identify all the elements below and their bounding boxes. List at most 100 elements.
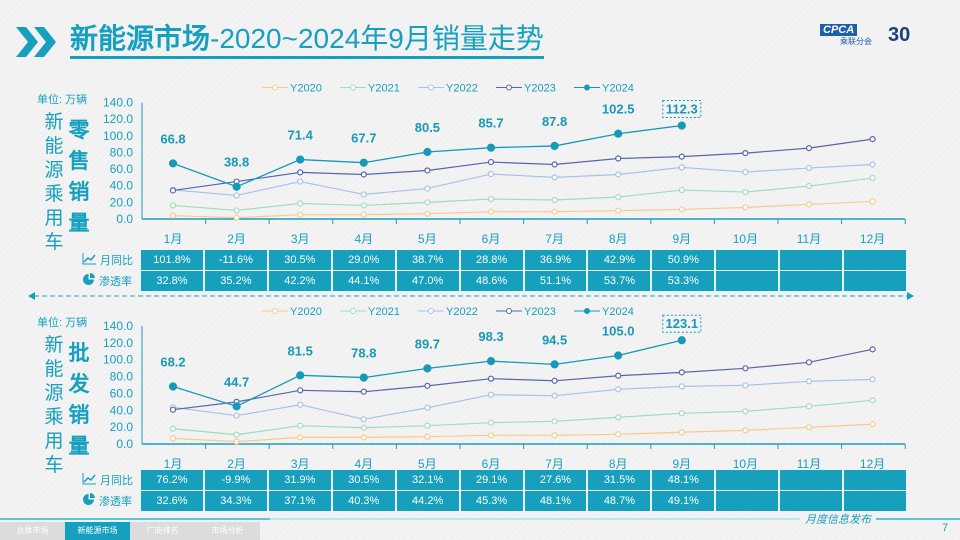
data-point: [233, 412, 240, 419]
tab-overall-market[interactable]: 总体市场: [0, 522, 65, 540]
data-point: [869, 376, 876, 383]
legend-marker: [506, 308, 512, 314]
logo-sub: 乘联分会: [840, 37, 872, 46]
table-cell: 51.1%: [522, 271, 587, 291]
data-label: 78.8: [351, 346, 376, 361]
row-header: 渗透率: [80, 491, 139, 511]
y-tick-label: 100.0: [103, 129, 133, 143]
series-line-Y2023: [172, 348, 873, 411]
data-point: [614, 351, 623, 360]
x-tick-label: 3月: [291, 457, 310, 469]
table-cell: 31.5%: [586, 470, 651, 490]
legend-item: Y2020: [262, 83, 322, 95]
table-cell: 101.8%: [139, 250, 203, 270]
data-point: [615, 386, 622, 393]
data-point: [487, 195, 495, 203]
side-title: 新能源乘用车: [44, 335, 64, 476]
data-point: [169, 425, 177, 432]
data-point: [360, 211, 367, 218]
table-cell: 38.7%: [394, 250, 459, 270]
table-cell: 76.2%: [139, 470, 203, 490]
data-point: [487, 419, 495, 426]
data-point: [360, 388, 367, 395]
data-point: [360, 434, 367, 441]
row-header: 渗透率: [80, 271, 139, 291]
data-point: [169, 187, 177, 194]
tab-nev-market[interactable]: 新能源市场: [65, 522, 130, 540]
data-label: 67.7: [351, 131, 376, 146]
legend-label: Y2021: [368, 306, 400, 318]
legend-item: Y2023: [496, 306, 556, 318]
y-tick-label: 60.0: [110, 386, 134, 400]
legend-item: Y2021: [340, 306, 400, 318]
x-tick-label: 12月: [860, 232, 885, 244]
data-point: [424, 199, 431, 206]
y-tick-label: 40.0: [110, 179, 134, 193]
table-cell: 36.9%: [522, 250, 587, 270]
data-point: [360, 202, 367, 209]
metric-title: 批发销量: [68, 342, 90, 458]
data-point: [233, 192, 240, 199]
data-point: [169, 435, 177, 442]
x-tick-label: 4月: [354, 232, 373, 244]
table-cell: 42.9%: [586, 250, 651, 270]
data-point: [233, 438, 240, 445]
tab-manufacturer-ranking[interactable]: 厂商排名: [130, 522, 195, 540]
stats-table: 月同比 76.2% -9.9% 31.9% 30.5% 32.1% 29.1% 27.6% 31…: [80, 470, 907, 512]
x-tick-label: 10月: [733, 232, 758, 244]
table-row-penetration: 渗透率 32.8% 35.2% 42.2% 44.1% 47.0% 48.6% 51.1% 53…: [80, 271, 907, 291]
data-point: [424, 167, 431, 174]
legend-item: Y2022: [418, 83, 478, 95]
title-rest: -2020~2024年9月销量走势: [210, 23, 544, 54]
data-point: [359, 158, 368, 167]
data-point: [360, 191, 367, 198]
table-cell: 30.5%: [266, 250, 331, 270]
line-chart: 0.0 20.0 40.0 60.0 80.0 100.0 120.0 140.0 1月 2月 3月…: [103, 306, 906, 469]
data-point: [551, 377, 558, 384]
table-cell: 45.3%: [458, 491, 523, 511]
data-point: [487, 158, 495, 166]
data-point: [486, 143, 496, 152]
data-point: [297, 401, 304, 408]
data-point: [869, 161, 876, 168]
table-cell: 29.0%: [330, 250, 395, 270]
data-point: [805, 359, 813, 366]
table-cell: 31.9%: [266, 470, 331, 490]
chevron-icon: [16, 27, 56, 57]
x-tick-label: 5月: [418, 457, 437, 469]
legend-item: Y2024: [574, 306, 634, 318]
data-point: [169, 212, 177, 219]
legend-marker: [506, 84, 512, 91]
table-cell: 27.6%: [522, 470, 587, 490]
data-point: [869, 198, 876, 205]
data-point: [232, 402, 241, 411]
legend-marker: [584, 84, 590, 91]
table-cell: [842, 470, 907, 490]
page-number: 7: [942, 522, 949, 534]
legend-label: Y2024: [602, 306, 634, 318]
data-point: [742, 427, 749, 434]
y-tick-label: 20.0: [110, 420, 134, 434]
x-tick-label: 1月: [164, 232, 183, 244]
x-tick-label: 11月: [797, 232, 821, 244]
table-row-penetration: 渗透率 32.6% 34.3% 37.1% 40.3% 44.2% 45.3% 48.1% 48…: [80, 491, 907, 511]
row-header: 月同比: [80, 470, 139, 490]
x-tick-label: 1月: [164, 457, 183, 469]
y-tick-label: 80.0: [110, 145, 134, 159]
data-point: [678, 164, 685, 171]
legend-item: Y2021: [340, 83, 400, 95]
tab-market-analysis[interactable]: 市场分析: [195, 522, 260, 540]
data-point: [424, 433, 431, 440]
data-point: [678, 429, 685, 436]
data-point: [805, 424, 813, 431]
x-tick-label: 2月: [227, 457, 246, 469]
row-label: 月同比: [100, 255, 133, 267]
table-cell: 40.3%: [330, 491, 395, 511]
legend-label: Y2022: [446, 83, 478, 95]
table-cell: [714, 250, 779, 270]
table-cell: 44.2%: [394, 491, 459, 511]
legend-marker: [272, 84, 278, 91]
y-tick-label: 20.0: [110, 195, 134, 209]
data-point: [742, 149, 749, 157]
section-divider: [28, 292, 914, 300]
